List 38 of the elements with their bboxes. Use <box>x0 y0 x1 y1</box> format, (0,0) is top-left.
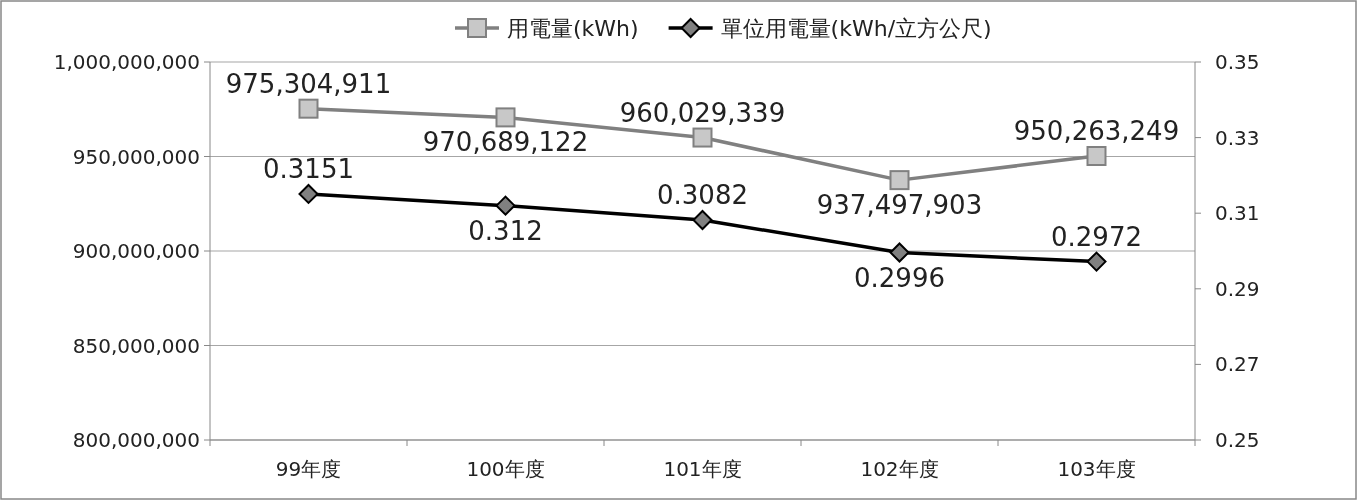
point <box>889 170 910 191</box>
data-label: 0.2996 <box>854 262 945 293</box>
y-tick-label: 1,000,000,000 <box>53 50 200 74</box>
data-label: 0.2972 <box>1051 221 1142 252</box>
legend-label: 用電量(kWh) <box>507 16 639 41</box>
x-tick-label: 103年度 <box>1057 457 1136 481</box>
data-label: 937,497,903 <box>816 190 983 221</box>
point <box>1086 251 1107 272</box>
legend-label: 單位用電量(kWh/立方公尺) <box>720 16 992 41</box>
y2-tick-label: 0.33 <box>1215 125 1260 150</box>
data-label: 0.312 <box>468 215 543 246</box>
y-tick-label: 850,000,000 <box>72 333 200 358</box>
data-label: 970,689,122 <box>422 127 589 158</box>
data-label: 950,263,249 <box>1013 116 1180 146</box>
point <box>298 98 319 119</box>
point <box>495 195 516 216</box>
y2-tick-label: 0.25 <box>1215 428 1260 452</box>
y2-tick-label: 0.27 <box>1215 352 1260 377</box>
data-label: 960,029,339 <box>619 97 786 128</box>
y-tick-label: 900,000,000 <box>72 239 200 263</box>
x-tick-label: 99年度 <box>275 457 342 481</box>
data-label: 0.3151 <box>263 153 354 184</box>
y-tick-label: 950,000,000 <box>72 144 200 169</box>
point <box>692 210 713 230</box>
point <box>298 183 319 204</box>
point <box>889 242 910 263</box>
y2-tick-label: 0.29 <box>1215 276 1260 301</box>
data-label: 0.3082 <box>657 180 748 210</box>
point <box>1086 146 1107 166</box>
x-tick-label: 102年度 <box>860 457 939 481</box>
y2-tick-label: 0.35 <box>1215 50 1260 74</box>
y2-tick-label: 0.31 <box>1215 201 1260 226</box>
y-tick-label: 800,000,000 <box>72 428 200 452</box>
point <box>495 107 516 128</box>
x-tick-label: 100年度 <box>466 457 545 481</box>
point <box>692 127 713 148</box>
x-tick-label: 101年度 <box>663 457 742 481</box>
data-label: 975,304,911 <box>225 68 392 99</box>
